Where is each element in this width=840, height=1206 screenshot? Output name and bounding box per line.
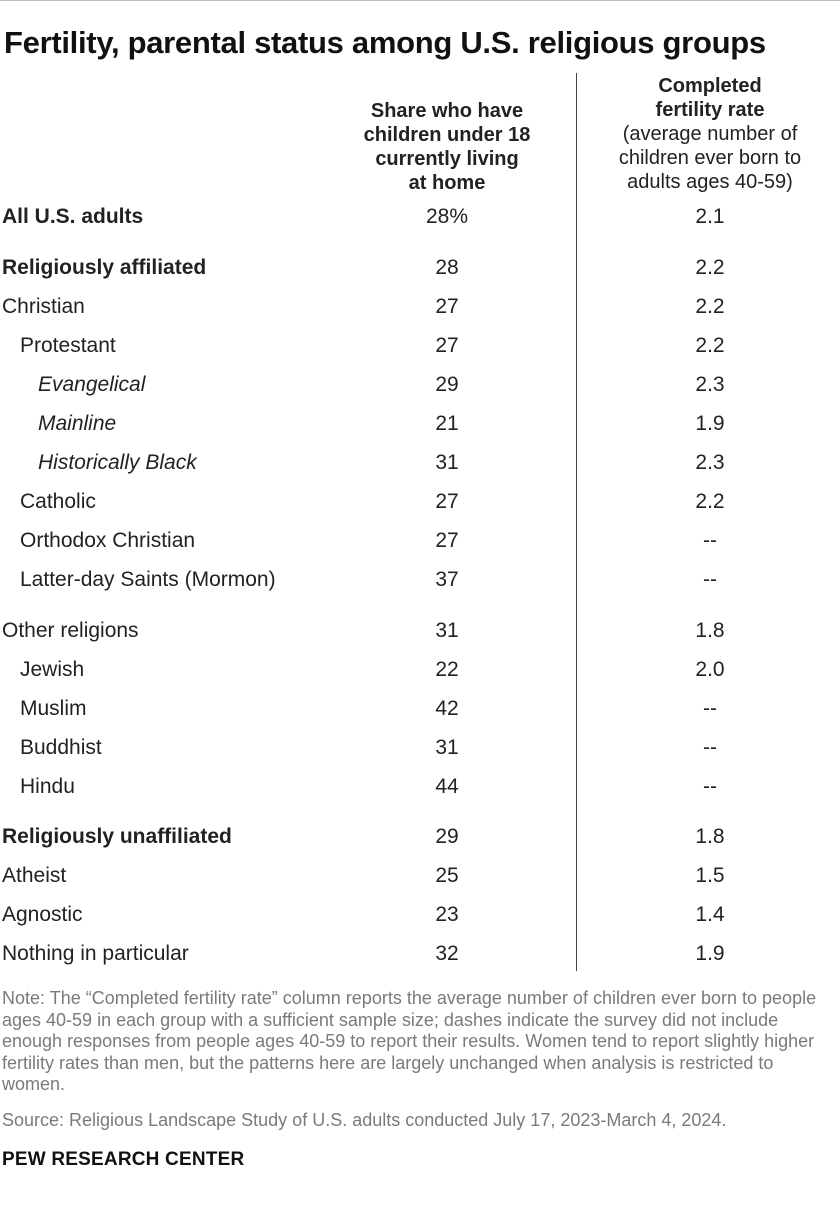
- row-label: Buddhist: [20, 736, 102, 759]
- fertility-value: 1.4: [695, 903, 725, 926]
- row-label: Jewish: [20, 658, 85, 681]
- share-value: 44: [435, 775, 459, 798]
- table-row: Religiously unaffiliated 29 1.8: [0, 822, 840, 852]
- column-header-fertility: Completed fertility rate (average number…: [590, 74, 830, 194]
- row-label: Other religions: [2, 619, 139, 642]
- row-label: Catholic: [20, 490, 96, 513]
- column-header-share-line: children under 18: [363, 124, 531, 146]
- fertility-value: 2.0: [695, 658, 725, 681]
- column-header-share-line: Share who have: [370, 100, 524, 122]
- table-row: Catholic 27 2.2: [0, 487, 840, 517]
- share-value: 31: [435, 451, 459, 474]
- row-label: Muslim: [20, 697, 87, 720]
- row-label: Agnostic: [2, 903, 83, 926]
- share-value: 29: [435, 825, 459, 848]
- table-row: Religiously affiliated 28 2.2: [0, 253, 840, 283]
- row-label: Evangelical: [38, 373, 146, 396]
- fertility-value: 2.2: [695, 490, 725, 513]
- fertility-value: --: [703, 775, 717, 798]
- table-row: Jewish 22 2.0: [0, 655, 840, 685]
- share-value: 31: [435, 736, 459, 759]
- fertility-value: 1.8: [695, 619, 725, 642]
- column-header-share: Share who have children under 18 current…: [322, 99, 572, 195]
- fertility-value: 2.3: [695, 373, 725, 396]
- column-header-fertility-line: Completed: [658, 75, 762, 97]
- fertility-value: --: [703, 568, 717, 591]
- fertility-value: 1.5: [695, 864, 725, 887]
- row-label: Religiously unaffiliated: [2, 825, 232, 848]
- table-row: Protestant 27 2.2: [0, 331, 840, 361]
- fertility-value: 2.2: [695, 256, 725, 279]
- column-header-fertility-subline: adults ages 40-59): [627, 171, 793, 193]
- fertility-value: 2.2: [695, 334, 725, 357]
- column-header-share-line: currently living: [375, 148, 519, 170]
- table-row: Orthodox Christian 27 --: [0, 526, 840, 556]
- fertility-value: 2.2: [695, 295, 725, 318]
- table-row: Atheist 25 1.5: [0, 861, 840, 891]
- fertility-value: --: [703, 697, 717, 720]
- share-value: 37: [435, 568, 459, 591]
- share-value: 27: [435, 334, 459, 357]
- fertility-value: 1.9: [695, 412, 725, 435]
- brand-logo-text: PEW RESEARCH CENTER: [2, 1149, 245, 1170]
- table-row: Agnostic 23 1.4: [0, 900, 840, 930]
- row-label: Hindu: [20, 775, 75, 798]
- row-label: Orthodox Christian: [20, 529, 196, 552]
- share-value: 27: [435, 490, 459, 513]
- chart-title: Fertility, parental status among U.S. re…: [4, 25, 766, 60]
- footnote: Note: The “Completed fertility rate” col…: [2, 988, 817, 1094]
- fertility-value: --: [703, 736, 717, 759]
- column-divider: [576, 73, 577, 971]
- row-label: Atheist: [2, 864, 67, 887]
- table-row: All U.S. adults 28% 2.1: [0, 202, 840, 232]
- column-header-share-line: at home: [408, 172, 486, 194]
- share-value: 21: [435, 412, 459, 435]
- row-label: Christian: [2, 295, 85, 318]
- row-label: Mainline: [38, 412, 117, 435]
- fertility-value: 1.9: [695, 942, 725, 965]
- share-value: 42: [435, 697, 459, 720]
- fertility-value: 2.1: [695, 205, 725, 228]
- table-row: Hindu 44 --: [0, 772, 840, 802]
- share-value: 27: [435, 295, 459, 318]
- table-row: Nothing in particular 32 1.9: [0, 939, 840, 969]
- row-label: Protestant: [20, 334, 116, 357]
- table-row: Evangelical 29 2.3: [0, 370, 840, 400]
- row-label: Religiously affiliated: [2, 256, 207, 279]
- row-label: Historically Black: [38, 451, 197, 474]
- table-row: Mainline 21 1.9: [0, 409, 840, 439]
- column-header-fertility-line: fertility rate: [655, 99, 765, 121]
- fertility-value: --: [703, 529, 717, 552]
- share-value: 28%: [425, 205, 469, 228]
- share-value: 23: [435, 903, 459, 926]
- column-header-fertility-subline: children ever born to: [618, 147, 802, 169]
- table-row: Other religions 31 1.8: [0, 616, 840, 646]
- share-value: 22: [435, 658, 459, 681]
- top-rule: [0, 0, 840, 1]
- share-value: 25: [435, 864, 459, 887]
- share-value: 32: [435, 942, 459, 965]
- row-label: Nothing in particular: [2, 942, 189, 965]
- share-value: 31: [435, 619, 459, 642]
- row-label: All U.S. adults: [2, 205, 144, 228]
- share-value: 28: [435, 256, 459, 279]
- share-value: 27: [435, 529, 459, 552]
- table-row: Buddhist 31 --: [0, 733, 840, 763]
- table-row: Muslim 42 --: [0, 694, 840, 724]
- column-header-fertility-subline: (average number of: [622, 123, 798, 145]
- row-label: Latter-day Saints (Mormon): [20, 568, 276, 591]
- share-value: 29: [435, 373, 459, 396]
- table-row: Historically Black 31 2.3: [0, 448, 840, 478]
- fertility-value: 1.8: [695, 825, 725, 848]
- table-row: Latter-day Saints (Mormon) 37 --: [0, 565, 840, 595]
- table-row: Christian 27 2.2: [0, 292, 840, 322]
- source-line: Source: Religious Landscape Study of U.S…: [2, 1110, 727, 1130]
- fertility-value: 2.3: [695, 451, 725, 474]
